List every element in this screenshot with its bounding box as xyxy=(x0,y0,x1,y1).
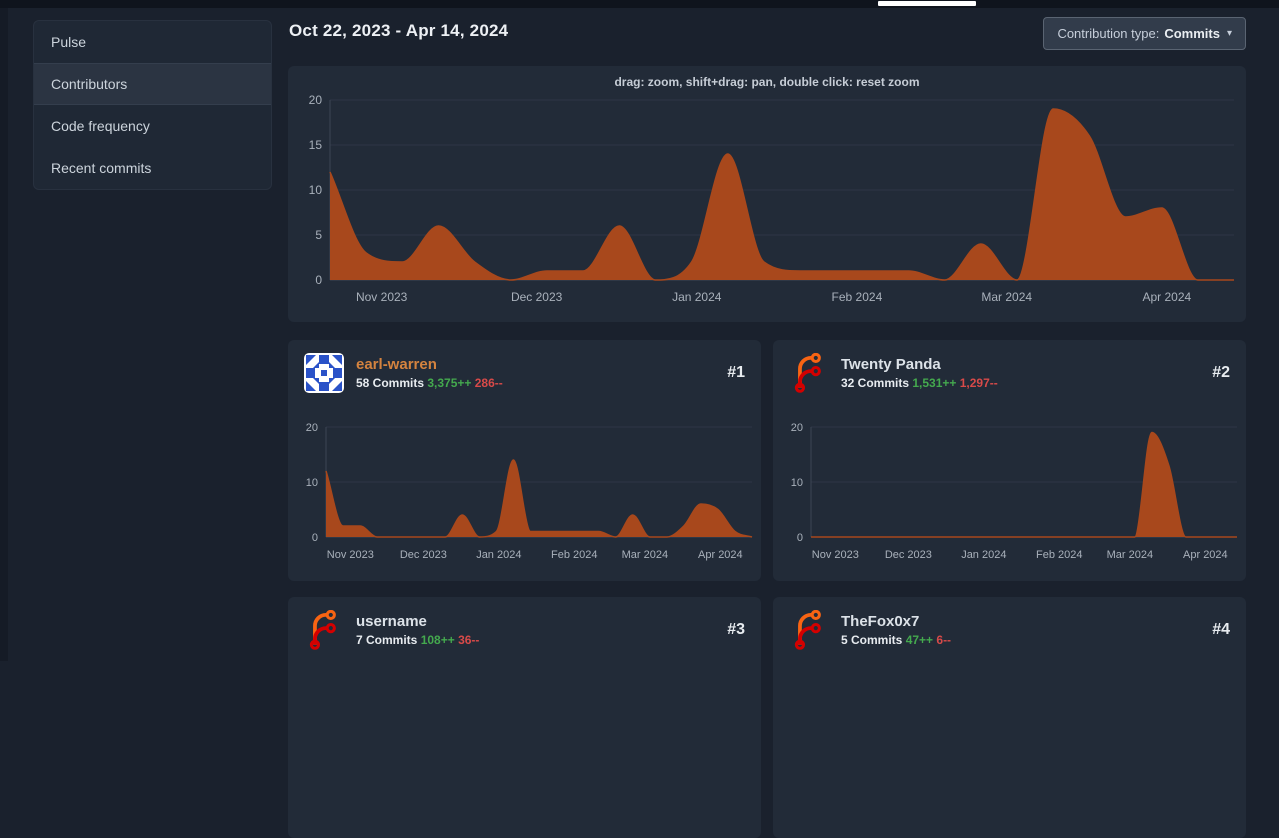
contributor-card: earl-warren 58 Commits 3,375++ 286-- #1 … xyxy=(288,340,761,581)
contributor-name[interactable]: earl-warren xyxy=(356,356,437,373)
commit-count: 32 Commits xyxy=(841,376,913,390)
svg-text:10: 10 xyxy=(791,477,803,489)
commit-count: 58 Commits xyxy=(356,376,428,390)
top-navbar xyxy=(0,0,1279,8)
forgejo-logo-avatar-image xyxy=(794,353,821,393)
svg-text:Nov 2023: Nov 2023 xyxy=(327,549,374,561)
commit-count: 7 Commits xyxy=(356,633,421,647)
contribution-type-label: Contribution type: xyxy=(1057,26,1160,41)
svg-text:Feb 2024: Feb 2024 xyxy=(1036,549,1082,561)
deletions-count: 6-- xyxy=(936,633,952,647)
contributor-avatar[interactable] xyxy=(789,610,829,650)
contributor-card: Twenty Panda 32 Commits 1,531++ 1,297-- … xyxy=(773,340,1246,581)
contributor-rank-badge: #1 xyxy=(727,364,745,381)
deletions-count: 36-- xyxy=(458,633,480,647)
overall-contributions-chart[interactable]: 0 5 10 15 20 Nov 2023 Dec 2023 Jan 2024 Feb 2024… xyxy=(288,66,1246,322)
svg-text:Feb 2024: Feb 2024 xyxy=(832,290,883,304)
svg-text:Dec 2023: Dec 2023 xyxy=(511,290,563,304)
contributor-activity-chart[interactable] xyxy=(288,663,761,838)
contribution-type-dropdown[interactable]: Contribution type: Commits ▾ xyxy=(1043,17,1246,50)
svg-text:Dec 2023: Dec 2023 xyxy=(885,549,932,561)
additions-count: 47++ xyxy=(905,633,937,647)
date-range-heading: Oct 22, 2023 - Apr 14, 2024 xyxy=(289,21,509,40)
svg-text:Mar 2024: Mar 2024 xyxy=(981,290,1032,304)
sidebar-item-code-frequency[interactable]: Code frequency xyxy=(51,118,150,134)
svg-text:20: 20 xyxy=(306,422,318,434)
sidebar-item-pulse[interactable]: Pulse xyxy=(51,34,87,50)
contribution-type-value: Commits xyxy=(1164,26,1220,41)
svg-text:Dec 2023: Dec 2023 xyxy=(400,549,447,561)
identicon-avatar-image xyxy=(304,353,344,393)
additions-count: 1,531++ xyxy=(912,376,960,390)
chevron-down-icon: ▾ xyxy=(1226,28,1232,39)
contributor-avatar[interactable] xyxy=(304,610,344,650)
contributor-activity-chart[interactable]: 0 10 20 Nov 2023 Dec 2023 Jan 2024 Feb 2024 Mar… xyxy=(288,406,761,581)
contributor-rank-badge: #3 xyxy=(727,621,745,638)
contributor-name[interactable]: TheFox0x7 xyxy=(841,613,920,630)
svg-text:Nov 2023: Nov 2023 xyxy=(356,290,408,304)
svg-text:Apr 2024: Apr 2024 xyxy=(698,549,743,561)
contributor-name[interactable]: username xyxy=(356,613,427,630)
additions-count: 108++ xyxy=(420,633,459,647)
sidebar-item-recent-commits[interactable]: Recent commits xyxy=(51,160,152,176)
contributor-activity-chart[interactable] xyxy=(773,663,1246,838)
contributor-avatar[interactable] xyxy=(789,353,829,393)
svg-text:0: 0 xyxy=(312,532,318,544)
svg-text:Apr 2024: Apr 2024 xyxy=(1142,290,1191,304)
svg-text:Jan 2024: Jan 2024 xyxy=(476,549,521,561)
svg-text:15: 15 xyxy=(309,138,323,152)
svg-text:0: 0 xyxy=(797,532,803,544)
svg-text:Jan 2024: Jan 2024 xyxy=(961,549,1006,561)
svg-text:10: 10 xyxy=(306,477,318,489)
contributor-name[interactable]: Twenty Panda xyxy=(841,356,941,373)
forgejo-logo-avatar-image xyxy=(309,610,336,650)
contributor-card: username 7 Commits 108++ 36-- #3 xyxy=(288,597,761,838)
activity-sidebar: Pulse Contributors Code frequency Recent… xyxy=(33,20,272,190)
contributor-stats: 58 Commits 3,375++ 286-- xyxy=(356,376,503,390)
svg-text:Nov 2023: Nov 2023 xyxy=(812,549,859,561)
svg-text:0: 0 xyxy=(315,273,322,287)
contributor-activity-chart[interactable]: 0 10 20 Nov 2023 Dec 2023 Jan 2024 Feb 2024 Mar… xyxy=(773,406,1246,581)
contributor-rank-badge: #4 xyxy=(1212,621,1230,638)
chart-zoom-hint: drag: zoom, shift+drag: pan, double clic… xyxy=(614,75,920,89)
svg-text:Apr 2024: Apr 2024 xyxy=(1183,549,1228,561)
svg-text:Jan 2024: Jan 2024 xyxy=(672,290,722,304)
contributor-stats: 7 Commits 108++ 36-- xyxy=(356,633,479,647)
contributor-stats: 32 Commits 1,531++ 1,297-- xyxy=(841,376,998,390)
svg-text:Mar 2024: Mar 2024 xyxy=(1107,549,1153,561)
deletions-count: 286-- xyxy=(474,376,503,390)
svg-text:10: 10 xyxy=(309,183,323,197)
active-tab-underline xyxy=(878,1,976,6)
commit-count: 5 Commits xyxy=(841,633,906,647)
svg-text:20: 20 xyxy=(791,422,803,434)
additions-count: 3,375++ xyxy=(427,376,475,390)
sidebar-item-contributors[interactable]: Contributors xyxy=(34,63,271,105)
window-left-edge xyxy=(0,8,8,661)
svg-text:5: 5 xyxy=(315,228,322,242)
svg-text:Feb 2024: Feb 2024 xyxy=(551,549,597,561)
deletions-count: 1,297-- xyxy=(959,376,998,390)
overall-contributions-card: drag: zoom, shift+drag: pan, double clic… xyxy=(288,66,1246,322)
svg-text:20: 20 xyxy=(309,93,323,107)
contributor-stats: 5 Commits 47++ 6-- xyxy=(841,633,951,647)
contributor-card: TheFox0x7 5 Commits 47++ 6-- #4 xyxy=(773,597,1246,838)
forgejo-logo-avatar-image xyxy=(794,610,821,650)
contributor-avatar[interactable] xyxy=(304,353,344,393)
contributor-rank-badge: #2 xyxy=(1212,364,1230,381)
svg-text:Mar 2024: Mar 2024 xyxy=(622,549,668,561)
